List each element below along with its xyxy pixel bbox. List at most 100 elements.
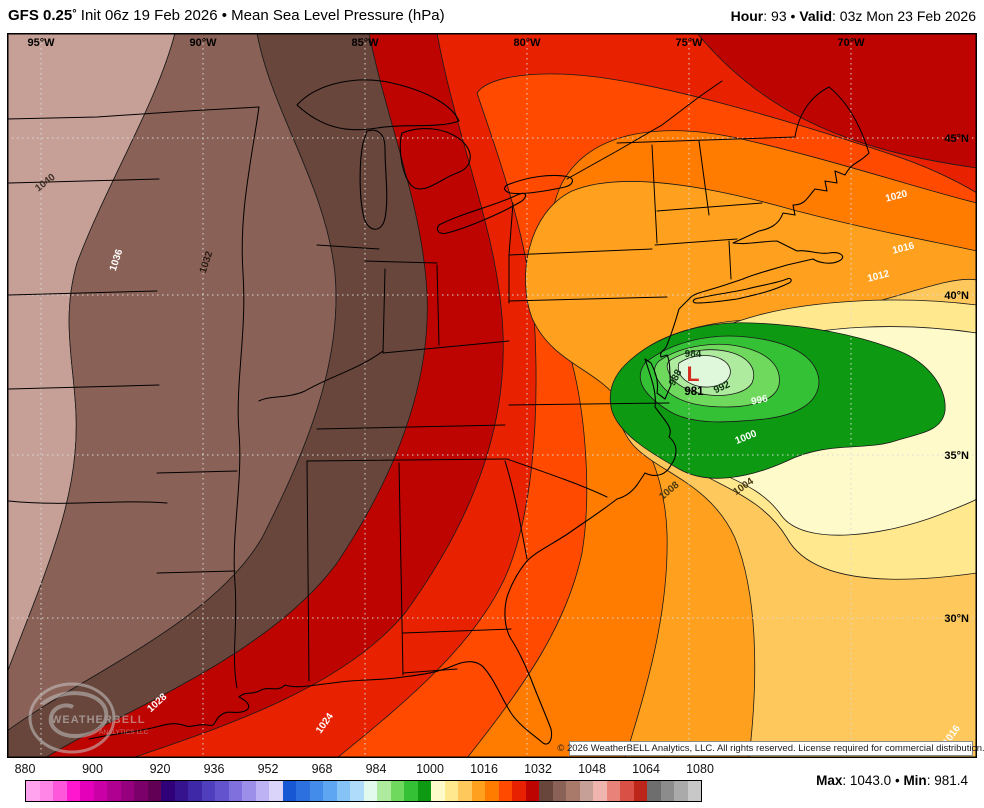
colorbar-swatch xyxy=(242,781,256,801)
colorbar-swatch xyxy=(525,781,539,801)
colorbar-swatch xyxy=(471,781,485,801)
colorbar-swatch xyxy=(404,781,418,801)
colorbar-tick: 984 xyxy=(365,762,387,776)
pressure-map: WEATHERBELL ANALYTICS LLC 1040 1036 1032 10… xyxy=(6,32,978,759)
valid-label: Valid xyxy=(799,8,832,24)
colorbar-swatch xyxy=(620,781,634,801)
colorbar-swatch xyxy=(444,781,458,801)
coastline-east xyxy=(88,152,870,745)
copyright-bar: © 2026 WeatherBELL Analytics, LLC. All r… xyxy=(557,741,984,756)
colorbar-swatch xyxy=(93,781,107,801)
max-label: Max xyxy=(816,773,843,788)
contour-label: 996 xyxy=(750,393,769,407)
max-min-readout: Max: 1043.0 • Min: 981.4 xyxy=(816,773,968,788)
colorbar-swatch xyxy=(512,781,526,801)
colorbar-swatch xyxy=(647,781,661,801)
colorbar-swatch xyxy=(633,781,647,801)
colorbar-swatch xyxy=(80,781,94,801)
lake-superior xyxy=(296,79,460,131)
colorbar-tick: 1080 xyxy=(686,762,714,776)
colorbar-tick: 968 xyxy=(311,762,333,776)
colorbar-swatch xyxy=(566,781,580,801)
colorbar-tick: 1016 xyxy=(470,762,498,776)
colorbar-swatch xyxy=(66,781,80,801)
lat-label: 45°N xyxy=(944,133,969,145)
colorbar-swatch xyxy=(390,781,404,801)
hour-label: Hour xyxy=(730,8,764,24)
colorbar-tick: 920 xyxy=(149,762,171,776)
colorbar-tick-labels: 880 900 920 936 952 968 984 1000 1016 1032 1048 106… xyxy=(0,762,984,778)
colorbar-swatch xyxy=(417,781,431,801)
degree-symbol: ° xyxy=(72,8,77,20)
lake-huron xyxy=(399,128,471,190)
colorbar-swatch xyxy=(228,781,242,801)
colorbar-tick: 880 xyxy=(14,762,36,776)
contour-label: 1016 xyxy=(891,240,916,256)
colorbar-swatch xyxy=(606,781,620,801)
long-island xyxy=(692,277,792,304)
colorbar-swatch xyxy=(350,781,364,801)
colorbar-swatch xyxy=(39,781,53,801)
lake-ontario xyxy=(504,174,574,195)
contour-label: 1012 xyxy=(866,268,891,284)
colorbar-swatch xyxy=(660,781,674,801)
grid-labels: 95°W 90°W 85°W 80°W 75°W 70°W 45°N 40°N 35°N 30°N xyxy=(27,37,969,625)
hour-value: 93 xyxy=(771,8,787,24)
colorbar-swatch xyxy=(201,781,215,801)
lat-label: 40°N xyxy=(944,290,969,302)
header-bar: GFS 0.25° Init 06z 19 Feb 2026 • Mean Se… xyxy=(0,0,984,33)
valid-value: 03z Mon 23 Feb 2026 xyxy=(839,8,976,24)
colorbar xyxy=(25,780,702,802)
colorbar-tick: 952 xyxy=(257,762,279,776)
colorbar-swatch xyxy=(53,781,67,801)
lon-label: 90°W xyxy=(189,37,217,49)
product-name: Mean Sea Level Pressure (hPa) xyxy=(231,7,445,24)
colorbar-swatch xyxy=(107,781,121,801)
coastlines-and-borders xyxy=(6,79,870,745)
header-bullet2: • xyxy=(790,8,796,24)
colorbar-swatch xyxy=(552,781,566,801)
colorbar-swatch xyxy=(431,781,445,801)
model-name: GFS 0.25 xyxy=(8,7,73,24)
colorbar-swatch xyxy=(498,781,512,801)
contour-label: 984 xyxy=(685,349,702,360)
colorbar-tick: 1048 xyxy=(578,762,606,776)
lon-label: 95°W xyxy=(27,37,55,49)
colorbar-swatch xyxy=(161,781,175,801)
colorbar-swatch xyxy=(120,781,134,801)
colorbar-swatch xyxy=(687,781,701,801)
max-value: 1043.0 xyxy=(849,773,892,788)
colorbar-swatch xyxy=(282,781,296,801)
colorbar-swatch xyxy=(674,781,688,801)
low-L-symbol: L xyxy=(687,363,700,386)
colorbar-tick: 1064 xyxy=(632,762,660,776)
model-title: GFS 0.25° Init 06z 19 Feb 2026 • Mean Se… xyxy=(8,7,445,24)
colorbar-swatch xyxy=(363,781,377,801)
colorbar-swatch xyxy=(336,781,350,801)
watermark-title: WEATHERBELL xyxy=(51,714,146,726)
colorbar-swatch xyxy=(296,781,310,801)
colorbar-swatch xyxy=(323,781,337,801)
colorbar-swatch xyxy=(215,781,229,801)
lat-label: 35°N xyxy=(944,450,969,462)
lon-label: 75°W xyxy=(675,37,703,49)
lon-label: 70°W xyxy=(837,37,865,49)
colorbar-swatch xyxy=(269,781,283,801)
colorbar-swatch xyxy=(485,781,499,801)
colorbar-swatch xyxy=(458,781,472,801)
title-bullet: • xyxy=(221,7,227,24)
colorbar-swatch xyxy=(147,781,161,801)
weatherbell-watermark: WEATHERBELL ANALYTICS LLC xyxy=(28,682,149,754)
init-time: Init 06z 19 Feb 2026 xyxy=(80,7,218,24)
latlon-gridlines xyxy=(7,33,977,758)
watermark-subtitle: ANALYTICS LLC xyxy=(99,729,149,736)
lat-label: 30°N xyxy=(944,613,969,625)
colorbar-tick: 1032 xyxy=(524,762,552,776)
colorbar-tick: 1000 xyxy=(416,762,444,776)
state-borders xyxy=(6,80,870,689)
pressure-bands xyxy=(6,32,978,759)
valid-time-block: Hour: 93 • Valid: 03z Mon 23 Feb 2026 xyxy=(730,8,976,24)
